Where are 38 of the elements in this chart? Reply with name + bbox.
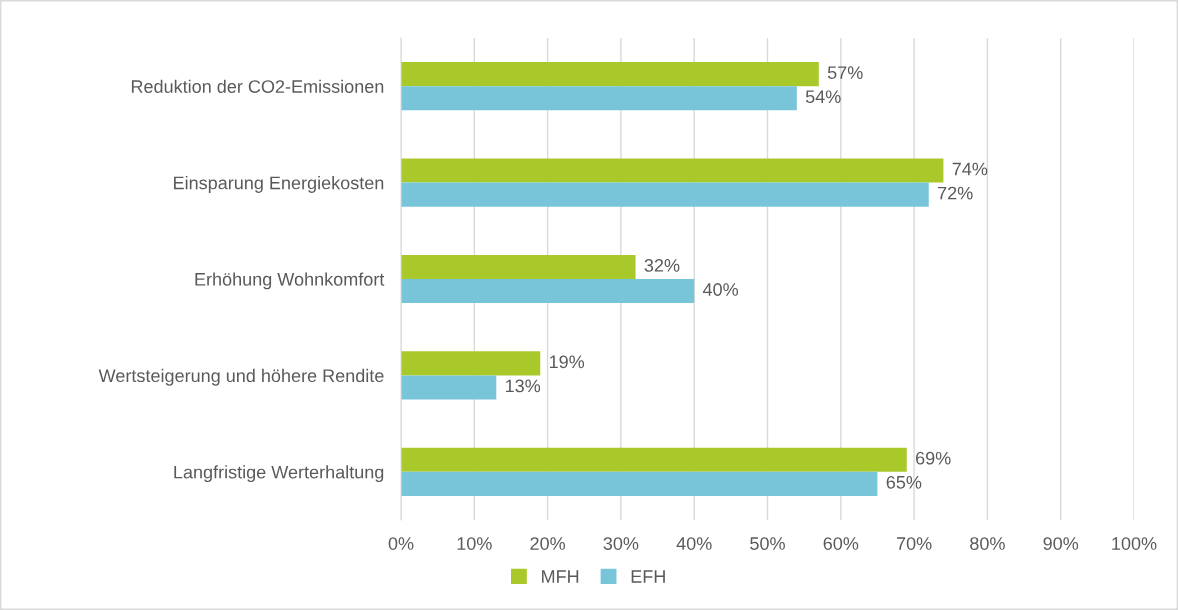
y-tick-label: Wertsteigerung und höhere Rendite	[98, 368, 384, 386]
data-label: 69%	[916, 451, 951, 465]
bar	[401, 447, 907, 472]
bar	[401, 254, 636, 279]
y-tick-label: Erhöhung Wohnkomfort	[195, 272, 385, 290]
x-tick-label: 30%	[603, 537, 639, 550]
bar	[401, 62, 819, 87]
bar	[401, 351, 541, 376]
legend-label: EFH	[631, 570, 665, 583]
data-label: 19%	[549, 355, 585, 369]
x-tick-label: 80%	[970, 537, 1005, 550]
bar	[401, 279, 695, 304]
bar	[401, 86, 797, 111]
x-tick-label: 20%	[530, 537, 566, 550]
data-label: 13%	[506, 379, 541, 393]
x-tick-label: 0%	[388, 537, 414, 550]
data-label: 72%	[938, 186, 973, 200]
y-tick-label: Reduktion der CO2-Emissionen	[131, 79, 384, 93]
data-label: 54%	[805, 90, 841, 104]
data-label: 32%	[644, 259, 680, 272]
bar	[401, 158, 944, 183]
x-tick-label: 70%	[896, 537, 932, 550]
data-label: 40%	[702, 283, 739, 296]
x-tick-label: 10%	[457, 537, 492, 550]
y-tick-label: Langfristige Werterhaltung	[174, 465, 384, 483]
x-tick-label: 60%	[823, 537, 859, 550]
bar	[401, 182, 929, 207]
data-label: 74%	[952, 162, 988, 176]
bar	[401, 375, 497, 400]
x-tick-label: 90%	[1043, 537, 1079, 550]
x-tick-label: 40%	[676, 537, 712, 550]
x-tick-label: 100%	[1112, 537, 1157, 550]
y-tick-label: Einsparung Energiekosten	[174, 176, 384, 193]
x-tick-label: 50%	[750, 537, 785, 550]
legend-label: MFH	[542, 570, 579, 583]
bar	[401, 471, 878, 496]
data-label: 57%	[827, 66, 863, 79]
data-label: 65%	[886, 475, 922, 489]
